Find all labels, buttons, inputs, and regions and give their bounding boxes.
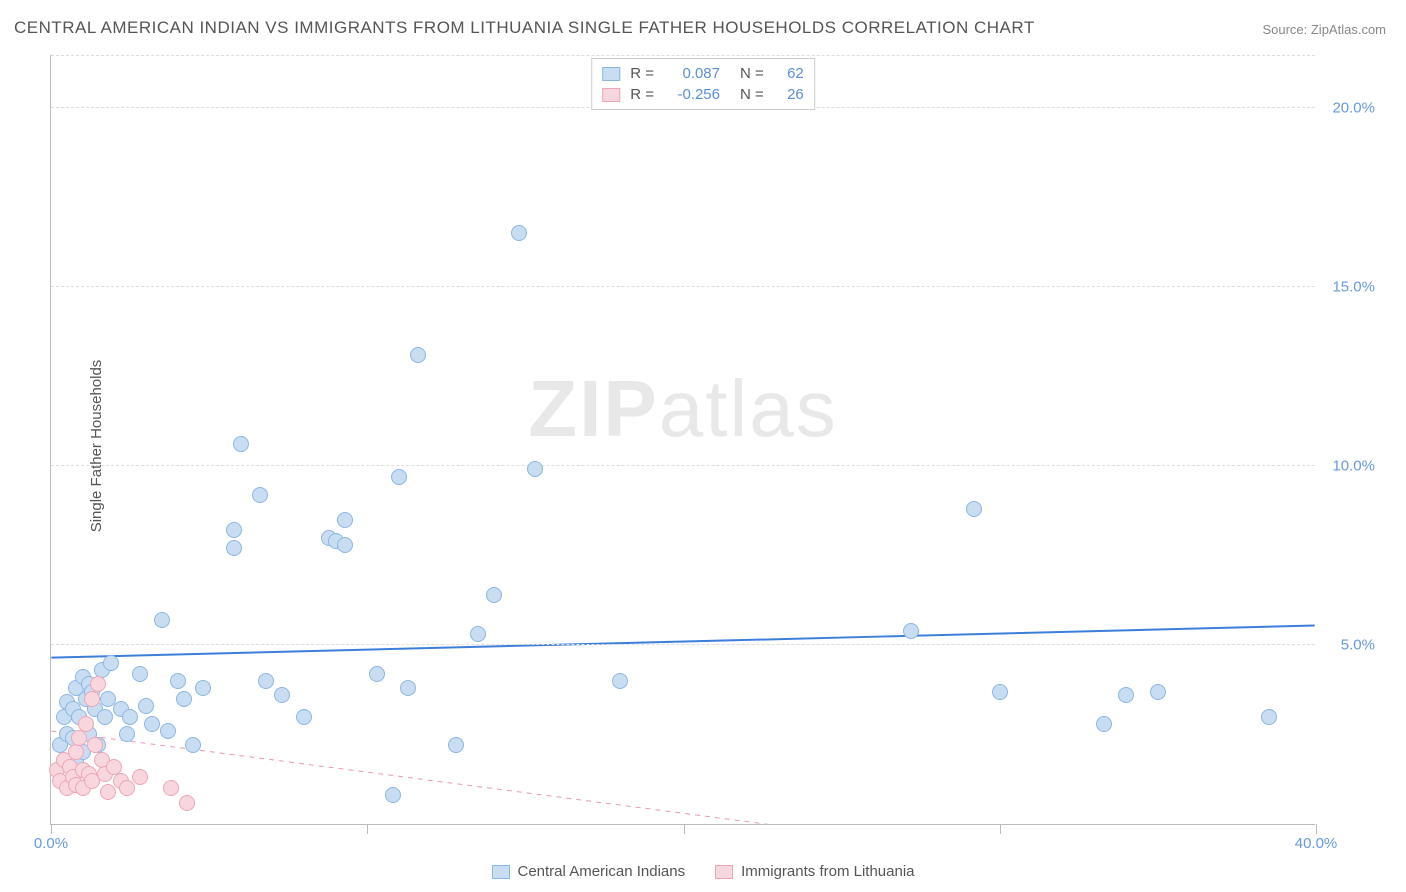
legend-stat-row: R = -0.256 N = 26: [602, 84, 804, 105]
x-tick-label: 0.0%: [34, 835, 68, 852]
legend-n-label: N =: [740, 65, 764, 82]
data-point: [97, 709, 113, 725]
x-tick: [1000, 824, 1001, 834]
data-point: [612, 673, 628, 689]
data-point: [337, 537, 353, 553]
watermark: ZIPatlas: [528, 363, 837, 455]
legend-n-value: 62: [774, 65, 804, 82]
legend-swatch: [602, 88, 620, 102]
x-tick-label: 40.0%: [1295, 835, 1338, 852]
legend-r-label: R =: [630, 86, 654, 103]
plot-area: ZIPatlas 5.0%10.0%15.0%20.0%0.0%40.0%: [50, 55, 1315, 825]
legend-series: Central American Indians Immigrants from …: [0, 863, 1406, 880]
legend-swatch: [602, 67, 620, 81]
data-point: [176, 691, 192, 707]
gridline: [51, 286, 1315, 287]
data-point: [233, 436, 249, 452]
data-point: [132, 769, 148, 785]
y-tick-label: 10.0%: [1332, 457, 1375, 474]
data-point: [385, 787, 401, 803]
x-tick: [51, 824, 52, 834]
data-point: [160, 723, 176, 739]
legend-series-item: Immigrants from Lithuania: [715, 863, 914, 880]
gridline: [51, 644, 1315, 645]
legend-stat-row: R = 0.087 N = 62: [602, 63, 804, 84]
data-point: [103, 655, 119, 671]
legend-swatch: [715, 865, 733, 879]
data-point: [527, 461, 543, 477]
legend-series-item: Central American Indians: [492, 863, 686, 880]
legend-r-value: 0.087: [664, 65, 720, 82]
data-point: [966, 501, 982, 517]
data-point: [274, 687, 290, 703]
legend-swatch: [492, 865, 510, 879]
data-point: [1150, 684, 1166, 700]
watermark-bold: ZIP: [528, 364, 658, 453]
source-attribution: Source: ZipAtlas.com: [1262, 22, 1386, 37]
data-point: [226, 522, 242, 538]
data-point: [511, 225, 527, 241]
legend-r-value: -0.256: [664, 86, 720, 103]
data-point: [179, 795, 195, 811]
y-tick-label: 20.0%: [1332, 99, 1375, 116]
data-point: [258, 673, 274, 689]
data-point: [68, 744, 84, 760]
data-point: [486, 587, 502, 603]
data-point: [1118, 687, 1134, 703]
data-point: [448, 737, 464, 753]
data-point: [1261, 709, 1277, 725]
data-point: [84, 691, 100, 707]
x-tick: [684, 824, 685, 834]
data-point: [992, 684, 1008, 700]
data-point: [138, 698, 154, 714]
data-point: [252, 487, 268, 503]
gridline: [51, 465, 1315, 466]
legend-stats-box: R = 0.087 N = 62 R = -0.256 N = 26: [591, 58, 815, 110]
legend-r-label: R =: [630, 65, 654, 82]
x-tick: [367, 824, 368, 834]
data-point: [1096, 716, 1112, 732]
data-point: [185, 737, 201, 753]
data-point: [470, 626, 486, 642]
legend-series-label: Central American Indians: [518, 863, 686, 880]
data-point: [903, 623, 919, 639]
x-tick: [1316, 824, 1317, 834]
data-point: [154, 612, 170, 628]
data-point: [195, 680, 211, 696]
legend-n-label: N =: [740, 86, 764, 103]
data-point: [391, 469, 407, 485]
data-point: [337, 512, 353, 528]
trend-line: [51, 731, 1314, 824]
legend-series-label: Immigrants from Lithuania: [741, 863, 914, 880]
data-point: [170, 673, 186, 689]
data-point: [369, 666, 385, 682]
data-point: [71, 730, 87, 746]
trend-line: [51, 625, 1314, 657]
data-point: [132, 666, 148, 682]
gridline: [51, 55, 1315, 56]
legend-n-value: 26: [774, 86, 804, 103]
data-point: [90, 676, 106, 692]
data-point: [296, 709, 312, 725]
data-point: [400, 680, 416, 696]
data-point: [163, 780, 179, 796]
data-point: [78, 716, 94, 732]
y-tick-label: 5.0%: [1341, 636, 1375, 653]
chart-title: CENTRAL AMERICAN INDIAN VS IMMIGRANTS FR…: [14, 18, 1035, 38]
data-point: [226, 540, 242, 556]
data-point: [410, 347, 426, 363]
y-tick-label: 15.0%: [1332, 278, 1375, 295]
watermark-rest: atlas: [659, 364, 838, 453]
data-point: [144, 716, 160, 732]
data-point: [119, 726, 135, 742]
data-point: [122, 709, 138, 725]
